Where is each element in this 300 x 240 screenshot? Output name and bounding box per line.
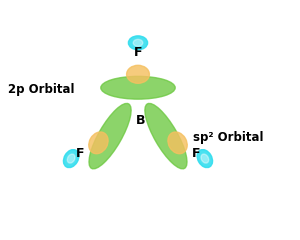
Text: F: F (192, 147, 200, 160)
Text: sp² Orbital: sp² Orbital (193, 132, 263, 144)
Ellipse shape (133, 39, 143, 46)
Ellipse shape (168, 132, 187, 154)
Text: B: B (136, 114, 146, 126)
Ellipse shape (127, 65, 149, 83)
Text: F: F (76, 147, 84, 160)
Ellipse shape (101, 76, 175, 99)
Ellipse shape (67, 154, 75, 163)
Ellipse shape (145, 103, 187, 169)
Ellipse shape (128, 36, 148, 50)
Ellipse shape (197, 150, 212, 168)
Ellipse shape (89, 132, 108, 154)
Ellipse shape (201, 154, 209, 163)
Ellipse shape (89, 103, 131, 169)
Text: 2p Orbital: 2p Orbital (8, 84, 74, 96)
Ellipse shape (64, 150, 79, 168)
Text: F: F (134, 46, 142, 59)
